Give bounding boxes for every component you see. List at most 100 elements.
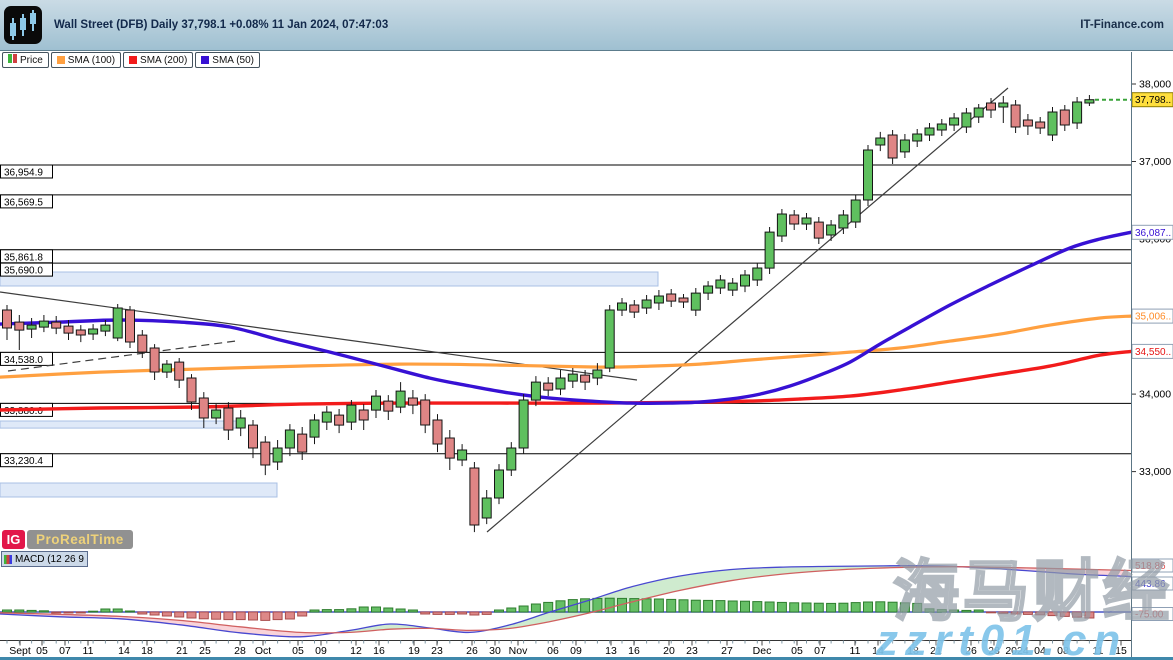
sma100-swatch-icon bbox=[56, 56, 65, 64]
x-axis-label: 27 bbox=[721, 645, 733, 657]
x-axis-label: 06 bbox=[547, 645, 559, 657]
candle-body bbox=[125, 309, 135, 343]
tab-sma200[interactable]: SMA (200) bbox=[123, 52, 194, 68]
macd-bar bbox=[752, 601, 763, 613]
instrument-title: Wall Street (DFB) Daily 37,798.1 +0.08% … bbox=[54, 19, 389, 31]
macd-bar bbox=[211, 611, 222, 620]
candle-body bbox=[666, 293, 677, 302]
x-axis-label: 04 bbox=[1034, 645, 1046, 657]
macd-bar bbox=[863, 601, 873, 613]
x-axis-label: 11 bbox=[1093, 645, 1104, 657]
ig-logo: IG bbox=[2, 530, 25, 549]
candle-body bbox=[444, 437, 455, 459]
prorealtime-badge[interactable]: IG ProRealTime bbox=[2, 530, 133, 549]
x-axis-label: 12 bbox=[350, 645, 362, 657]
level-label: 36,569.5 bbox=[4, 197, 43, 208]
macd-bar bbox=[420, 611, 431, 615]
macd-bar bbox=[887, 601, 898, 613]
macd-bar bbox=[592, 597, 603, 613]
macd-bar bbox=[973, 609, 984, 613]
macd-bar bbox=[1010, 611, 1021, 615]
macd-bar bbox=[481, 611, 492, 615]
macd-bar bbox=[912, 602, 923, 613]
macd-bar bbox=[260, 611, 271, 621]
x-axis-label: 13 bbox=[605, 645, 617, 657]
price-tick-label: 38,000 bbox=[1139, 79, 1171, 91]
candle-body bbox=[580, 374, 591, 383]
candle-body bbox=[149, 347, 160, 373]
macd-bar bbox=[641, 598, 652, 613]
macd-bar bbox=[924, 608, 935, 613]
candle-body bbox=[641, 299, 652, 309]
itfinance-brand: IT-Finance.com bbox=[1080, 19, 1164, 31]
macd-bar bbox=[75, 611, 86, 614]
macd-bar bbox=[297, 611, 308, 617]
macd-bar bbox=[789, 602, 800, 613]
candle-body bbox=[137, 334, 148, 353]
candle-body bbox=[973, 107, 984, 118]
macd-indicator-label[interactable]: MACD (12 26 9 bbox=[1, 551, 88, 567]
macd-bar bbox=[543, 601, 554, 613]
candle-body bbox=[88, 328, 99, 335]
x-axis-label: 26 bbox=[965, 645, 977, 657]
macd-bar bbox=[358, 606, 369, 613]
macd-bar bbox=[248, 611, 258, 621]
candle-body bbox=[789, 214, 800, 225]
candle-body bbox=[617, 302, 627, 311]
candle-body bbox=[813, 221, 824, 239]
candle-body bbox=[727, 282, 738, 291]
x-axis-label: 11 bbox=[850, 645, 861, 657]
boxed-price-label: 35,006.. bbox=[1135, 312, 1171, 323]
macd-bar bbox=[1022, 611, 1033, 615]
macd-bar bbox=[235, 611, 246, 621]
macd-bar bbox=[309, 609, 320, 613]
macd-bar bbox=[949, 609, 960, 613]
macd-bar bbox=[1072, 611, 1083, 618]
candle-body bbox=[863, 149, 873, 201]
macd-bar bbox=[149, 611, 160, 616]
tab-price[interactable]: Price bbox=[2, 52, 49, 68]
tab-sma50[interactable]: SMA (50) bbox=[195, 52, 260, 68]
macd-fill bbox=[486, 565, 960, 630]
candle-body bbox=[383, 400, 394, 412]
macd-bar bbox=[272, 611, 283, 621]
candle-body bbox=[715, 279, 726, 289]
macd-bar bbox=[899, 602, 910, 613]
macd-bar bbox=[506, 607, 517, 613]
macd-bar bbox=[469, 611, 480, 616]
candle-body bbox=[371, 395, 381, 411]
candle-body bbox=[567, 373, 578, 382]
macd-bar bbox=[38, 610, 49, 613]
prorealtime-label: ProRealTime bbox=[27, 530, 133, 549]
macd-bar bbox=[346, 608, 357, 613]
x-axis-label: 2024 bbox=[1005, 645, 1029, 657]
candle-body bbox=[776, 213, 787, 237]
macd-bar bbox=[875, 601, 886, 613]
macd-bar bbox=[100, 608, 111, 613]
candle-body bbox=[235, 417, 246, 429]
x-axis-label: 21 bbox=[176, 645, 188, 657]
price-tick-label: 37,000 bbox=[1139, 156, 1171, 168]
candle-body bbox=[432, 419, 443, 445]
candle-body bbox=[395, 390, 406, 408]
macd-bar bbox=[986, 611, 996, 614]
macd-bar bbox=[703, 599, 714, 613]
candle-body bbox=[555, 377, 566, 390]
macd-bar bbox=[690, 599, 701, 613]
tab-sma100[interactable]: SMA (100) bbox=[50, 52, 122, 68]
price-candle-icon bbox=[8, 54, 17, 66]
x-axis-label: 09 bbox=[570, 645, 582, 657]
macd-bar bbox=[727, 600, 738, 613]
macd-bar bbox=[826, 602, 837, 613]
candle-body bbox=[420, 399, 431, 426]
macd-bar bbox=[334, 609, 345, 613]
x-axis-label: 16 bbox=[628, 645, 640, 657]
macd-bar bbox=[629, 598, 640, 613]
macd-bar bbox=[444, 611, 455, 615]
candle-body bbox=[740, 274, 750, 287]
candle-body bbox=[26, 324, 37, 330]
macd-bar bbox=[174, 611, 185, 618]
price-tick-label: 34,000 bbox=[1139, 389, 1171, 401]
x-axis-label: 08 bbox=[1057, 645, 1069, 657]
